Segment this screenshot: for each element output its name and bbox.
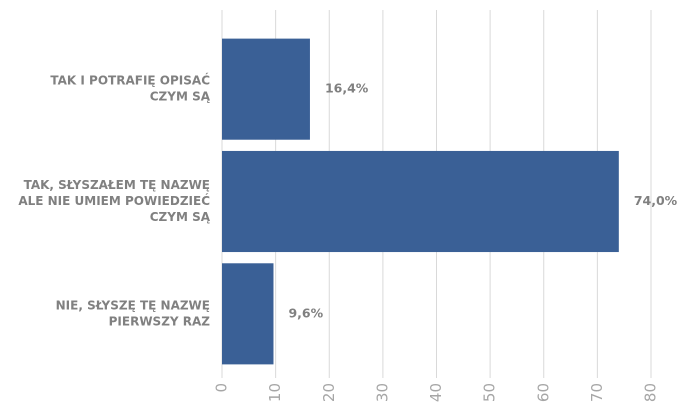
x-tick-label: 30 <box>373 383 391 402</box>
y-tick-label: NIE, SŁYSZĘ TĘ NAZWĘ <box>56 298 210 312</box>
y-tick-label: TAK I POTRAFIĘ OPISAĆ <box>50 73 210 88</box>
y-tick-label: CZYM SĄ <box>150 90 211 104</box>
x-tick-label: 0 <box>213 383 231 393</box>
bar <box>222 38 310 140</box>
y-tick-label: PIERWSZY RAZ <box>109 314 211 328</box>
x-tick-label: 50 <box>481 383 499 402</box>
x-tick-label: 60 <box>534 383 552 402</box>
data-label: 74,0% <box>634 193 678 208</box>
data-label: 16,4% <box>325 81 369 96</box>
x-tick-label: 80 <box>642 383 660 402</box>
x-tick-label: 20 <box>320 383 338 402</box>
bar <box>222 263 274 365</box>
y-tick-label: TAK, SŁYSZAŁEM TĘ NAZWĘ <box>24 178 210 192</box>
x-tick-label: 70 <box>588 383 606 402</box>
bar <box>222 150 619 253</box>
y-tick-label: CZYM SĄ <box>150 210 211 224</box>
x-tick-label: 40 <box>427 383 445 402</box>
data-label: 9,6% <box>288 305 323 320</box>
y-tick-label: ALE NIE UMIEM POWIEDZIEĆ <box>18 193 210 208</box>
x-tick-label: 10 <box>266 383 284 402</box>
